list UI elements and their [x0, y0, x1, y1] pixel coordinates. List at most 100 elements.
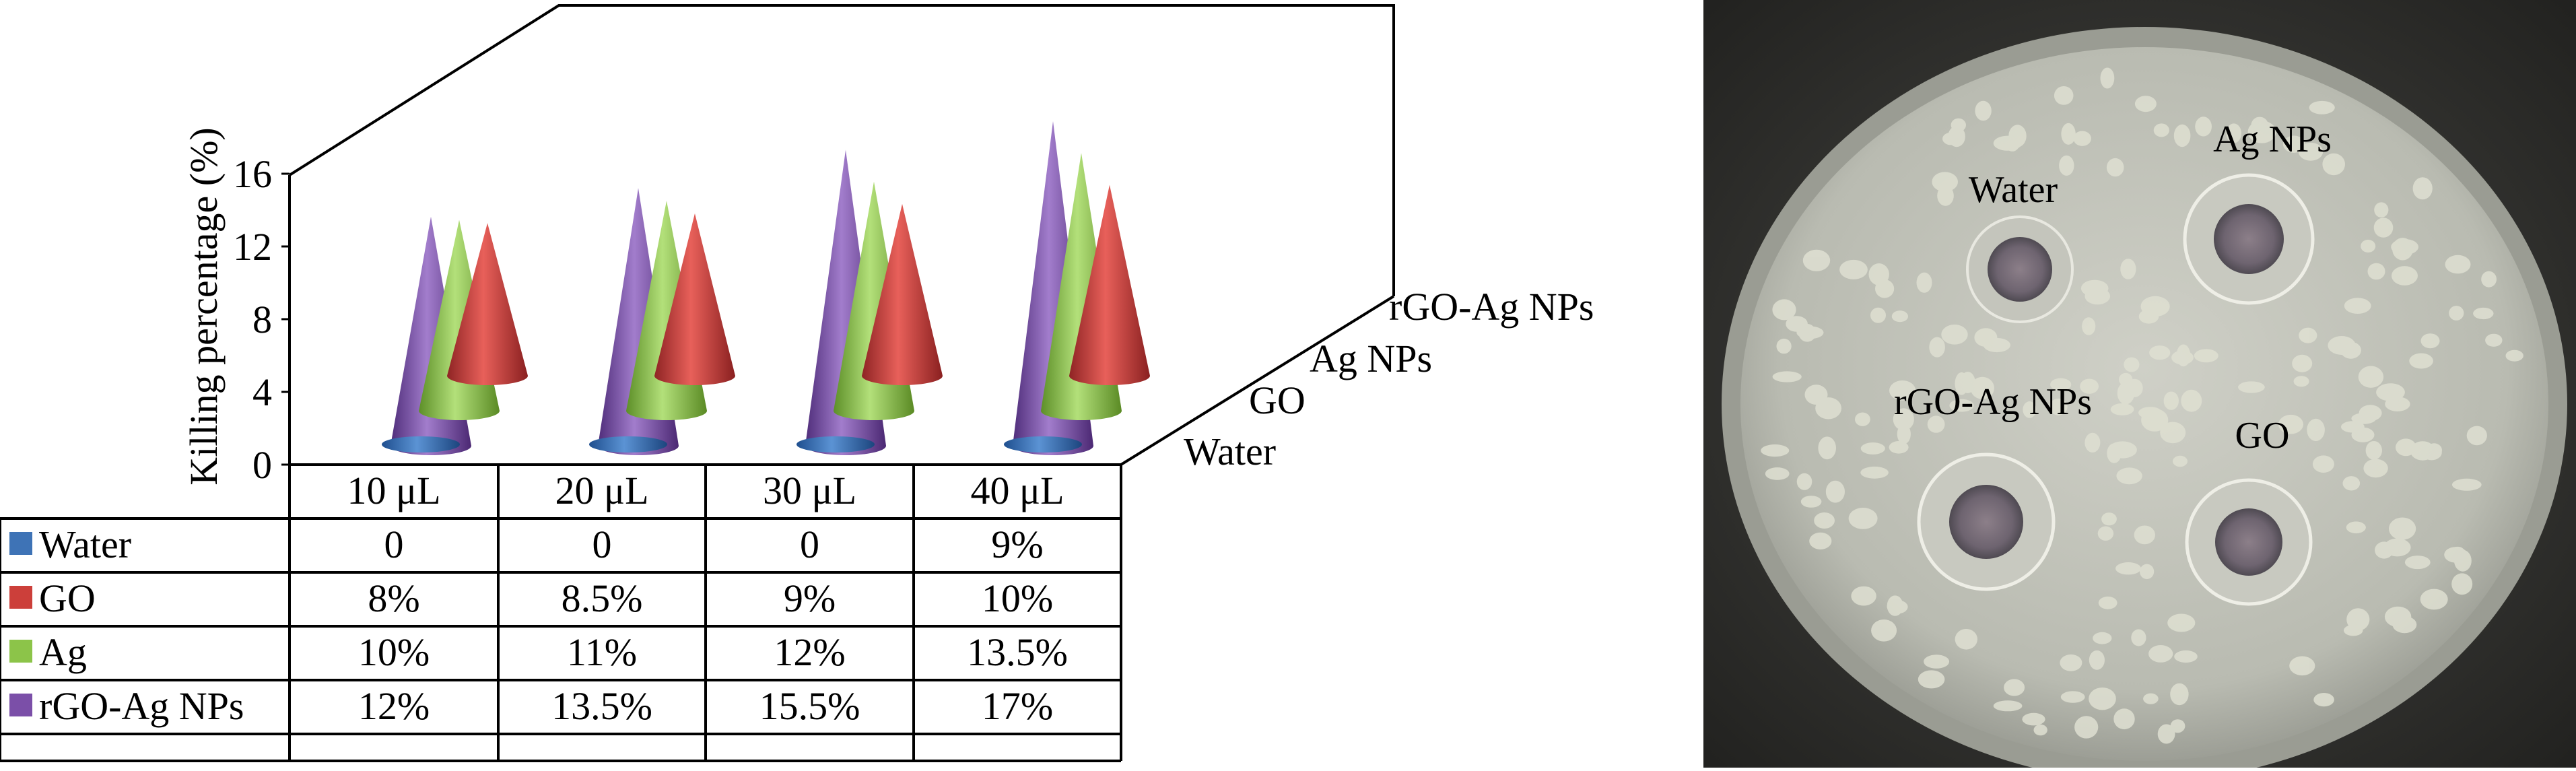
y-tick-label: 4 [252, 370, 272, 414]
y-tick-label: 0 [252, 443, 272, 487]
colony [2449, 306, 2464, 321]
colony [1776, 338, 1792, 354]
colony [2131, 629, 2146, 646]
colony [1860, 442, 1885, 455]
photo-label-ag-nps: Ag NPs [2213, 119, 2332, 160]
colony [1761, 444, 1790, 457]
cone-body [862, 203, 943, 385]
colony [2149, 345, 2171, 360]
dish-agar [1740, 47, 2548, 761]
photo-label-rgo-ag-nps: rGO-Ag NPs [1894, 381, 2092, 423]
colony [1918, 670, 1945, 689]
colony [2140, 564, 2155, 579]
colony [2113, 708, 2135, 730]
well-go [2185, 478, 2313, 606]
table-cell: 9% [991, 523, 1043, 566]
colony [2157, 724, 2175, 744]
colony [1818, 436, 1836, 460]
photo-label-water: Water [1969, 169, 2058, 211]
colony [2173, 455, 2188, 467]
colony [2176, 344, 2191, 367]
colony [2050, 378, 2072, 391]
legend-label-ag: Ag [39, 630, 87, 674]
colony [2351, 413, 2377, 424]
colony [2292, 354, 2313, 372]
colony [2481, 271, 2497, 288]
colony [2389, 517, 2416, 540]
colony [2033, 724, 2047, 736]
colony [2485, 333, 2503, 347]
colony [2141, 408, 2169, 432]
colony [2226, 123, 2241, 143]
photo-labels: Water Ag NPs rGO-Ag NPs GO [1894, 119, 2332, 457]
table-cell: 17% [982, 684, 1053, 728]
table-cell: 11% [567, 630, 637, 674]
colony [2080, 378, 2099, 394]
colony [2194, 349, 2218, 363]
colony [2170, 683, 2189, 706]
colony [1889, 441, 1909, 454]
table-cell: 13.5% [551, 684, 652, 728]
colony [2082, 317, 2096, 335]
colony [2120, 259, 2136, 279]
colony [1891, 310, 1908, 323]
colony [1932, 172, 1958, 192]
colony [2451, 478, 2482, 491]
colony [1916, 272, 1932, 293]
colony [2351, 427, 2375, 442]
colony [2117, 382, 2135, 405]
colony [1772, 299, 1796, 321]
table-cell: 15.5% [759, 684, 860, 728]
x-tick-label: 10 μL [347, 469, 440, 512]
photo-label-go: GO [2235, 415, 2290, 457]
y-axis-label: Killing percentage (%) [182, 127, 226, 485]
colony [2097, 526, 2114, 541]
legend-swatch-water [9, 532, 32, 555]
petri-dish-photo: Water Ag NPs rGO-Ag NPs GO [1703, 0, 2576, 771]
colony [1868, 263, 1889, 286]
colony [2124, 357, 2140, 372]
well-ag-nps [2183, 173, 2315, 305]
colony [2174, 650, 2198, 663]
colony [1796, 473, 1812, 490]
colony [2445, 255, 2471, 274]
colony [1802, 249, 1831, 271]
colony [1941, 325, 1968, 345]
colony [2342, 476, 2361, 491]
colony [2116, 467, 2142, 485]
y-tick-label: 16 [233, 152, 272, 196]
colony [2049, 398, 2068, 415]
table-cell: 13.5% [967, 630, 1068, 674]
colony [2093, 632, 2112, 644]
colony [1798, 324, 1817, 342]
colony [1889, 380, 1916, 401]
data-table: 10 μL 20 μL 30 μL 40 μL Water 0 0 0 9% GO 8% 8.5% 9%… [0, 463, 1122, 762]
colony [2392, 266, 2418, 286]
colony [2074, 716, 2099, 739]
table-cell: 10% [358, 630, 430, 674]
colony [2059, 155, 2074, 176]
cone-body [1069, 185, 1150, 385]
colony [2181, 389, 2202, 412]
colony [2373, 217, 2394, 238]
depth-label-ag-nps: Ag NPs [1310, 337, 1432, 380]
cone-go-1 [447, 223, 528, 385]
colony [2167, 613, 2196, 632]
x-tick-label: 20 μL [555, 469, 648, 512]
table-cell: 12% [774, 630, 845, 674]
cone-go-4 [1069, 185, 1150, 385]
colony [2299, 327, 2317, 343]
colony [2163, 391, 2179, 410]
colony [1860, 466, 1889, 479]
colony [1993, 700, 2023, 712]
legend-swatch-rgo-ag-nps [9, 694, 32, 716]
colony [2110, 403, 2134, 415]
colony [2153, 123, 2169, 137]
colony [2278, 414, 2303, 434]
disc-water [589, 436, 667, 452]
colony [2367, 263, 2385, 280]
colony [1993, 135, 2022, 151]
colony [2466, 426, 2487, 446]
colony [1772, 371, 1802, 382]
